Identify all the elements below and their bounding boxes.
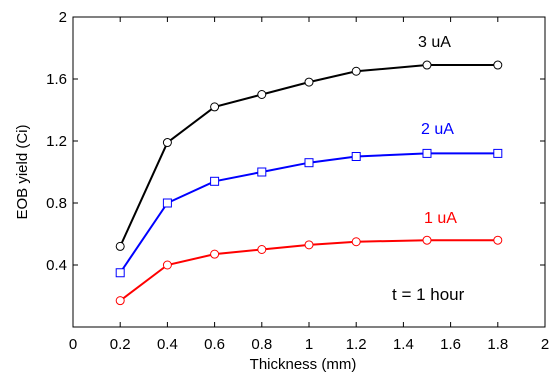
x-tick-label: 0.2 (110, 336, 131, 353)
series-line (119, 152, 498, 274)
series-labels: 3 uA 2 uA 1 uA (418, 34, 457, 227)
data-point (210, 249, 220, 259)
x-tick-label: 0.6 (204, 336, 225, 353)
data-point (422, 235, 432, 245)
data-point (351, 152, 361, 161)
data-point (304, 158, 314, 168)
data-point (351, 237, 361, 247)
data-point (115, 296, 125, 306)
series-2 (115, 235, 503, 306)
data-point (162, 260, 172, 270)
data-point (493, 60, 503, 70)
x-tick-label: 1.4 (393, 336, 414, 353)
series-label: 3 uA (418, 34, 451, 51)
data-point (115, 241, 125, 251)
series-line (119, 64, 498, 247)
series-1 (115, 148, 503, 278)
data-point (162, 138, 172, 148)
y-tick-label: 2 (59, 9, 67, 26)
data-point (422, 148, 432, 158)
series-layer (115, 60, 503, 306)
x-tick-label: 2 (541, 336, 549, 353)
y-tick-label: 0.8 (46, 195, 67, 212)
x-tick-label: 1.2 (346, 336, 367, 353)
data-point (257, 167, 267, 177)
data-point (304, 240, 314, 250)
axis-ticks: 0 0.2 0.4 0.6 0.8 1 1.2 1.4 1.6 1.8 2 0.4 0.8 1.2 1.6 2 (46, 9, 549, 353)
x-tick-label: 1.6 (440, 336, 461, 353)
data-point (422, 60, 432, 70)
series-label: 2 uA (421, 121, 454, 138)
data-point (257, 90, 267, 99)
x-tick-label: 0.4 (157, 336, 178, 353)
plot-border (72, 16, 546, 328)
data-point (162, 198, 172, 208)
data-point (210, 176, 220, 186)
data-point (115, 268, 125, 278)
series-0 (115, 60, 503, 251)
data-point (257, 245, 267, 254)
plot-area (72, 16, 546, 328)
series-line (119, 239, 498, 302)
data-point (493, 148, 503, 158)
data-point (210, 102, 220, 112)
data-point (304, 77, 314, 87)
series-label: 1 uA (424, 210, 457, 227)
time-annotation: t = 1 hour (392, 285, 465, 304)
y-tick-label: 1.6 (46, 71, 67, 88)
y-axis-label: EOB yield (Ci) (14, 124, 31, 219)
x-tick-label: 0.8 (251, 336, 272, 353)
x-tick-label: 1 (305, 336, 313, 353)
x-tick-label: 1.8 (487, 336, 508, 353)
data-point (351, 66, 361, 76)
x-axis-label: Thickness (mm) (250, 356, 357, 373)
x-tick-label: 0 (69, 336, 77, 353)
y-tick-label: 0.4 (46, 257, 67, 274)
y-tick-label: 1.2 (46, 133, 67, 150)
data-point (493, 235, 503, 245)
